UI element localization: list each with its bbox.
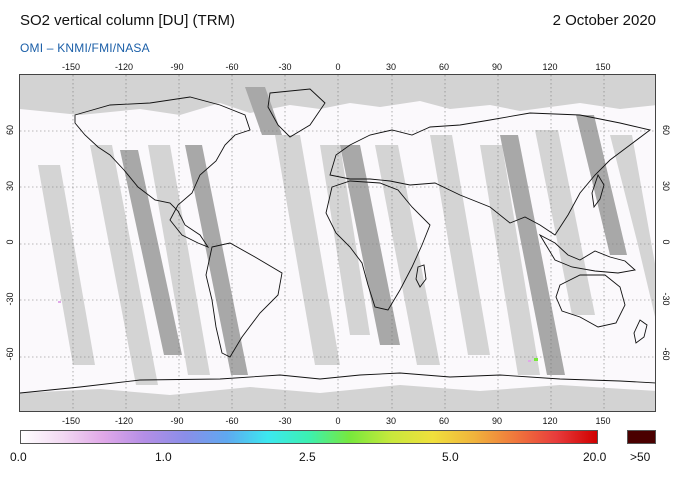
lon-tick-label: -150 [61, 416, 80, 426]
lon-tick-label: 150 [595, 416, 611, 426]
colorbar-label-3: 5.0 [442, 450, 459, 464]
lat-tick-label: -30 [661, 292, 671, 306]
colorbar-over-swatch [627, 430, 656, 444]
southeast-asia-coast [538, 233, 636, 274]
lat-tick-label: -30 [5, 292, 15, 306]
lon-tick-label: -120 [114, 416, 133, 426]
lon-tick-label: 120 [542, 62, 558, 72]
europe-coast [329, 112, 652, 236]
lon-tick-label: 60 [438, 62, 449, 72]
lat-tick-label: 60 [661, 124, 671, 135]
map-canvas [20, 75, 655, 411]
colorbar [20, 430, 598, 444]
colorbar-label-over: >50 [630, 450, 651, 464]
japan-coast [591, 173, 605, 209]
lat-tick-label: 0 [661, 239, 671, 245]
north-america-coast [74, 96, 251, 248]
south-america-coast [205, 242, 283, 358]
lon-tick-label: 30 [385, 62, 396, 72]
map-date: 2 October 2020 [552, 12, 656, 29]
colorbar-label-max: 20.0 [583, 450, 607, 464]
lon-tick-label: 0 [335, 62, 341, 72]
colorbar-label-2: 2.5 [299, 450, 316, 464]
so2-map [19, 74, 656, 412]
arctic-no-data [20, 75, 655, 115]
lon-tick-label: 60 [438, 416, 449, 426]
lon-tick-label: -30 [278, 62, 292, 72]
lon-tick-label: 120 [542, 416, 558, 426]
orbit-gaps-dark [120, 87, 627, 375]
colorbar-label-min: 0.0 [10, 450, 27, 464]
lon-tick-label: -60 [225, 416, 239, 426]
map-title: SO2 vertical column [DU] (TRM) [20, 12, 236, 29]
lat-tick-label: -60 [661, 347, 671, 361]
africa-coast [325, 180, 431, 311]
australia-coast [555, 274, 626, 328]
lon-tick-label: 30 [385, 416, 396, 426]
lat-tick-label: 30 [5, 181, 15, 192]
antarctica-coast [20, 372, 655, 394]
lon-tick-label: 150 [595, 62, 611, 72]
so2-signal [58, 301, 538, 362]
new-zealand-coast [633, 319, 648, 344]
orbit-gaps-light [38, 130, 655, 385]
lon-tick-label: -150 [61, 62, 80, 72]
lon-tick-label: 90 [491, 62, 502, 72]
lat-tick-label: 0 [5, 239, 15, 245]
colorbar-label-1: 1.0 [155, 450, 172, 464]
lon-tick-label: 90 [491, 416, 502, 426]
lon-tick-label: -30 [278, 416, 292, 426]
lon-tick-label: -90 [170, 416, 184, 426]
greenland-coast [267, 88, 326, 138]
lat-tick-label: 60 [5, 125, 15, 136]
lon-tick-label: -120 [114, 62, 133, 72]
lon-tick-label: 0 [335, 416, 341, 426]
lon-tick-label: -90 [170, 62, 184, 72]
data-credit: OMI – KNMI/FMI/NASA [20, 41, 150, 55]
lon-tick-label: -60 [225, 62, 239, 72]
lat-tick-label: 30 [661, 180, 671, 191]
madagascar-coast [415, 264, 427, 288]
lat-tick-label: -60 [5, 347, 15, 361]
